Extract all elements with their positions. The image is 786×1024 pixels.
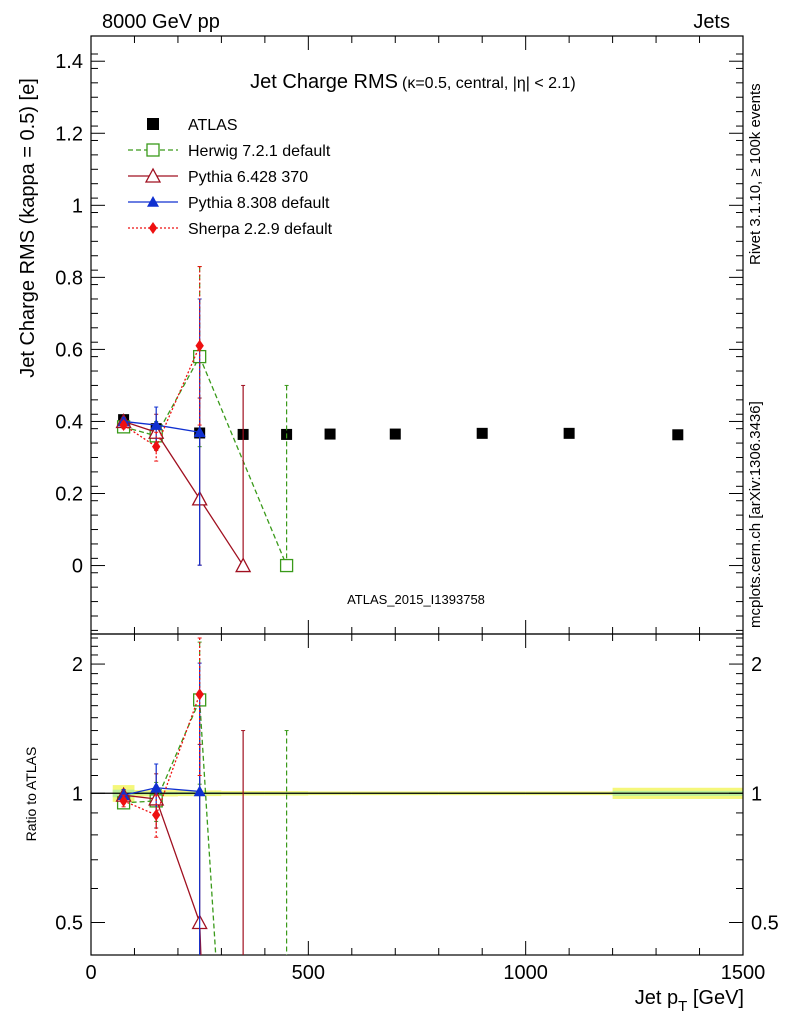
ratio-series-herwig: [116, 641, 289, 956]
ratio-ytick-label-left: 0.5: [55, 912, 83, 934]
main-series-pythia8-point: [193, 426, 206, 438]
ratio-y-axis-label: Ratio to ATLAS: [23, 747, 39, 842]
main-series-pythia8-line: [123, 420, 200, 433]
legend: ATLAS Herwig 7.2.1 default Pythia 6.428 37…: [128, 117, 333, 238]
legend-label: Sherpa 2.2.9 default: [188, 221, 333, 238]
main-series-sherpa-point: [195, 339, 204, 352]
ratio-ytick-label-right: 2: [751, 654, 762, 676]
x-tick-label: 500: [292, 962, 325, 984]
ratio-ytick-label-right: 0.5: [751, 912, 779, 934]
main-series-atlas-point: [324, 428, 336, 440]
main-ytick-label: 1: [72, 195, 83, 217]
main-series-sherpa-point: [119, 419, 128, 432]
mcplots-label: mcplots.cern.ch [arXiv:1306.3436]: [747, 401, 764, 628]
legend-marker: [148, 222, 158, 234]
ratio-series-pythia6-line: [123, 794, 202, 956]
main-ytick-label: 0.2: [55, 484, 83, 506]
main-series-pythia6-point: [235, 557, 252, 573]
legend-item-pythia6: Pythia 6.428 370: [128, 167, 308, 186]
legend-item-atlas: ATLAS: [147, 117, 238, 134]
legend-marker: [144, 167, 162, 183]
ratio-ytick-label-left: 2: [72, 654, 83, 676]
x-tick-label: 1000: [503, 962, 548, 984]
x-axis-label: Jet pT [GeV]: [635, 987, 744, 1015]
main-series-atlas-point: [563, 427, 575, 439]
main-series-herwig-point: [279, 558, 294, 573]
ratio-series-pythia8: [117, 662, 206, 955]
ratio-series-sherpa-line: [123, 694, 201, 816]
main-ytick-label: 0.8: [55, 267, 83, 289]
analysis-id-label: ATLAS_2015_I1393758: [347, 592, 485, 607]
x-tick-label: 1500: [721, 962, 766, 984]
main-ytick-label: 0: [72, 556, 83, 578]
main-title-text: Jet Charge RMS: [250, 71, 398, 93]
ratio-panel-frame: 0.5 0.5 1 1 2 2 0 500 1000 1500: [55, 633, 779, 984]
legend-marker: [146, 143, 160, 157]
ratio-series-pythia8-point: [117, 789, 130, 800]
energy-label: 8000 GeV pp: [102, 11, 220, 33]
ratio-reference-band: [91, 785, 743, 802]
rivet-label: Rivet 3.1.10, ≥ 100k events: [747, 83, 764, 265]
ratio-series-pythia8-point: [150, 781, 163, 793]
main-series-atlas-point: [389, 428, 401, 440]
main-ytick-label: 1.4: [55, 51, 83, 73]
main-series-sherpa: [119, 266, 204, 462]
legend-marker: [147, 118, 159, 130]
ratio-series-sherpa-point: [195, 688, 204, 701]
main-title: Jet Charge RMS (κ=0.5, central, |η| < 2.…: [250, 71, 576, 93]
ratio-series-pythia8-line: [123, 787, 200, 796]
main-series-sherpa-line: [123, 345, 201, 448]
legend-item-herwig: Herwig 7.2.1 default: [128, 143, 331, 160]
main-ytick-label: 0.4: [55, 411, 83, 433]
main-series-pythia6-line: [123, 420, 244, 566]
legend-label: Herwig 7.2.1 default: [188, 143, 331, 160]
main-series-pythia6: [115, 384, 252, 573]
legend-item-sherpa: Sherpa 2.2.9 default: [128, 221, 333, 238]
ratio-series-sherpa-point: [152, 809, 161, 822]
main-series-sherpa-point: [152, 440, 161, 453]
ratio-plot-area: [90, 633, 744, 956]
main-series-herwig: [116, 266, 294, 573]
main-series-atlas-point: [476, 427, 488, 439]
ratio-series-pythia8-point: [193, 785, 206, 797]
main-y-axis-label: Jet Charge RMS (kappa = 0.5) [e]: [17, 78, 39, 378]
ratio-series-herwig-line: [123, 699, 217, 956]
x-tick-label: 0: [85, 962, 96, 984]
ratio-panel-series: [115, 637, 289, 956]
legend-label: ATLAS: [188, 117, 238, 134]
ratio-ytick-label-left: 1: [72, 783, 83, 805]
legend-item-pythia8: Pythia 8.308 default: [128, 195, 330, 212]
main-series-pythia8-point: [150, 419, 163, 430]
ratio-series-pythia6: [115, 730, 246, 956]
main-series-herwig-line: [123, 356, 288, 566]
legend-label: Pythia 6.428 370: [188, 169, 308, 186]
category-label: Jets: [693, 11, 730, 33]
main-ytick-label: 0.6: [55, 339, 83, 361]
ratio-series-sherpa-point: [119, 794, 128, 807]
main-panel-series: [115, 266, 684, 573]
main-title-suffix: (κ=0.5, central, |η| < 2.1): [402, 75, 576, 92]
main-series-atlas-point: [672, 429, 684, 441]
ratio-series-sherpa: [119, 637, 204, 838]
legend-label: Pythia 8.308 default: [188, 195, 330, 212]
main-ytick-label: 1.2: [55, 123, 83, 145]
ratio-ytick-label-right: 1: [751, 783, 762, 805]
legend-marker: [147, 196, 159, 207]
